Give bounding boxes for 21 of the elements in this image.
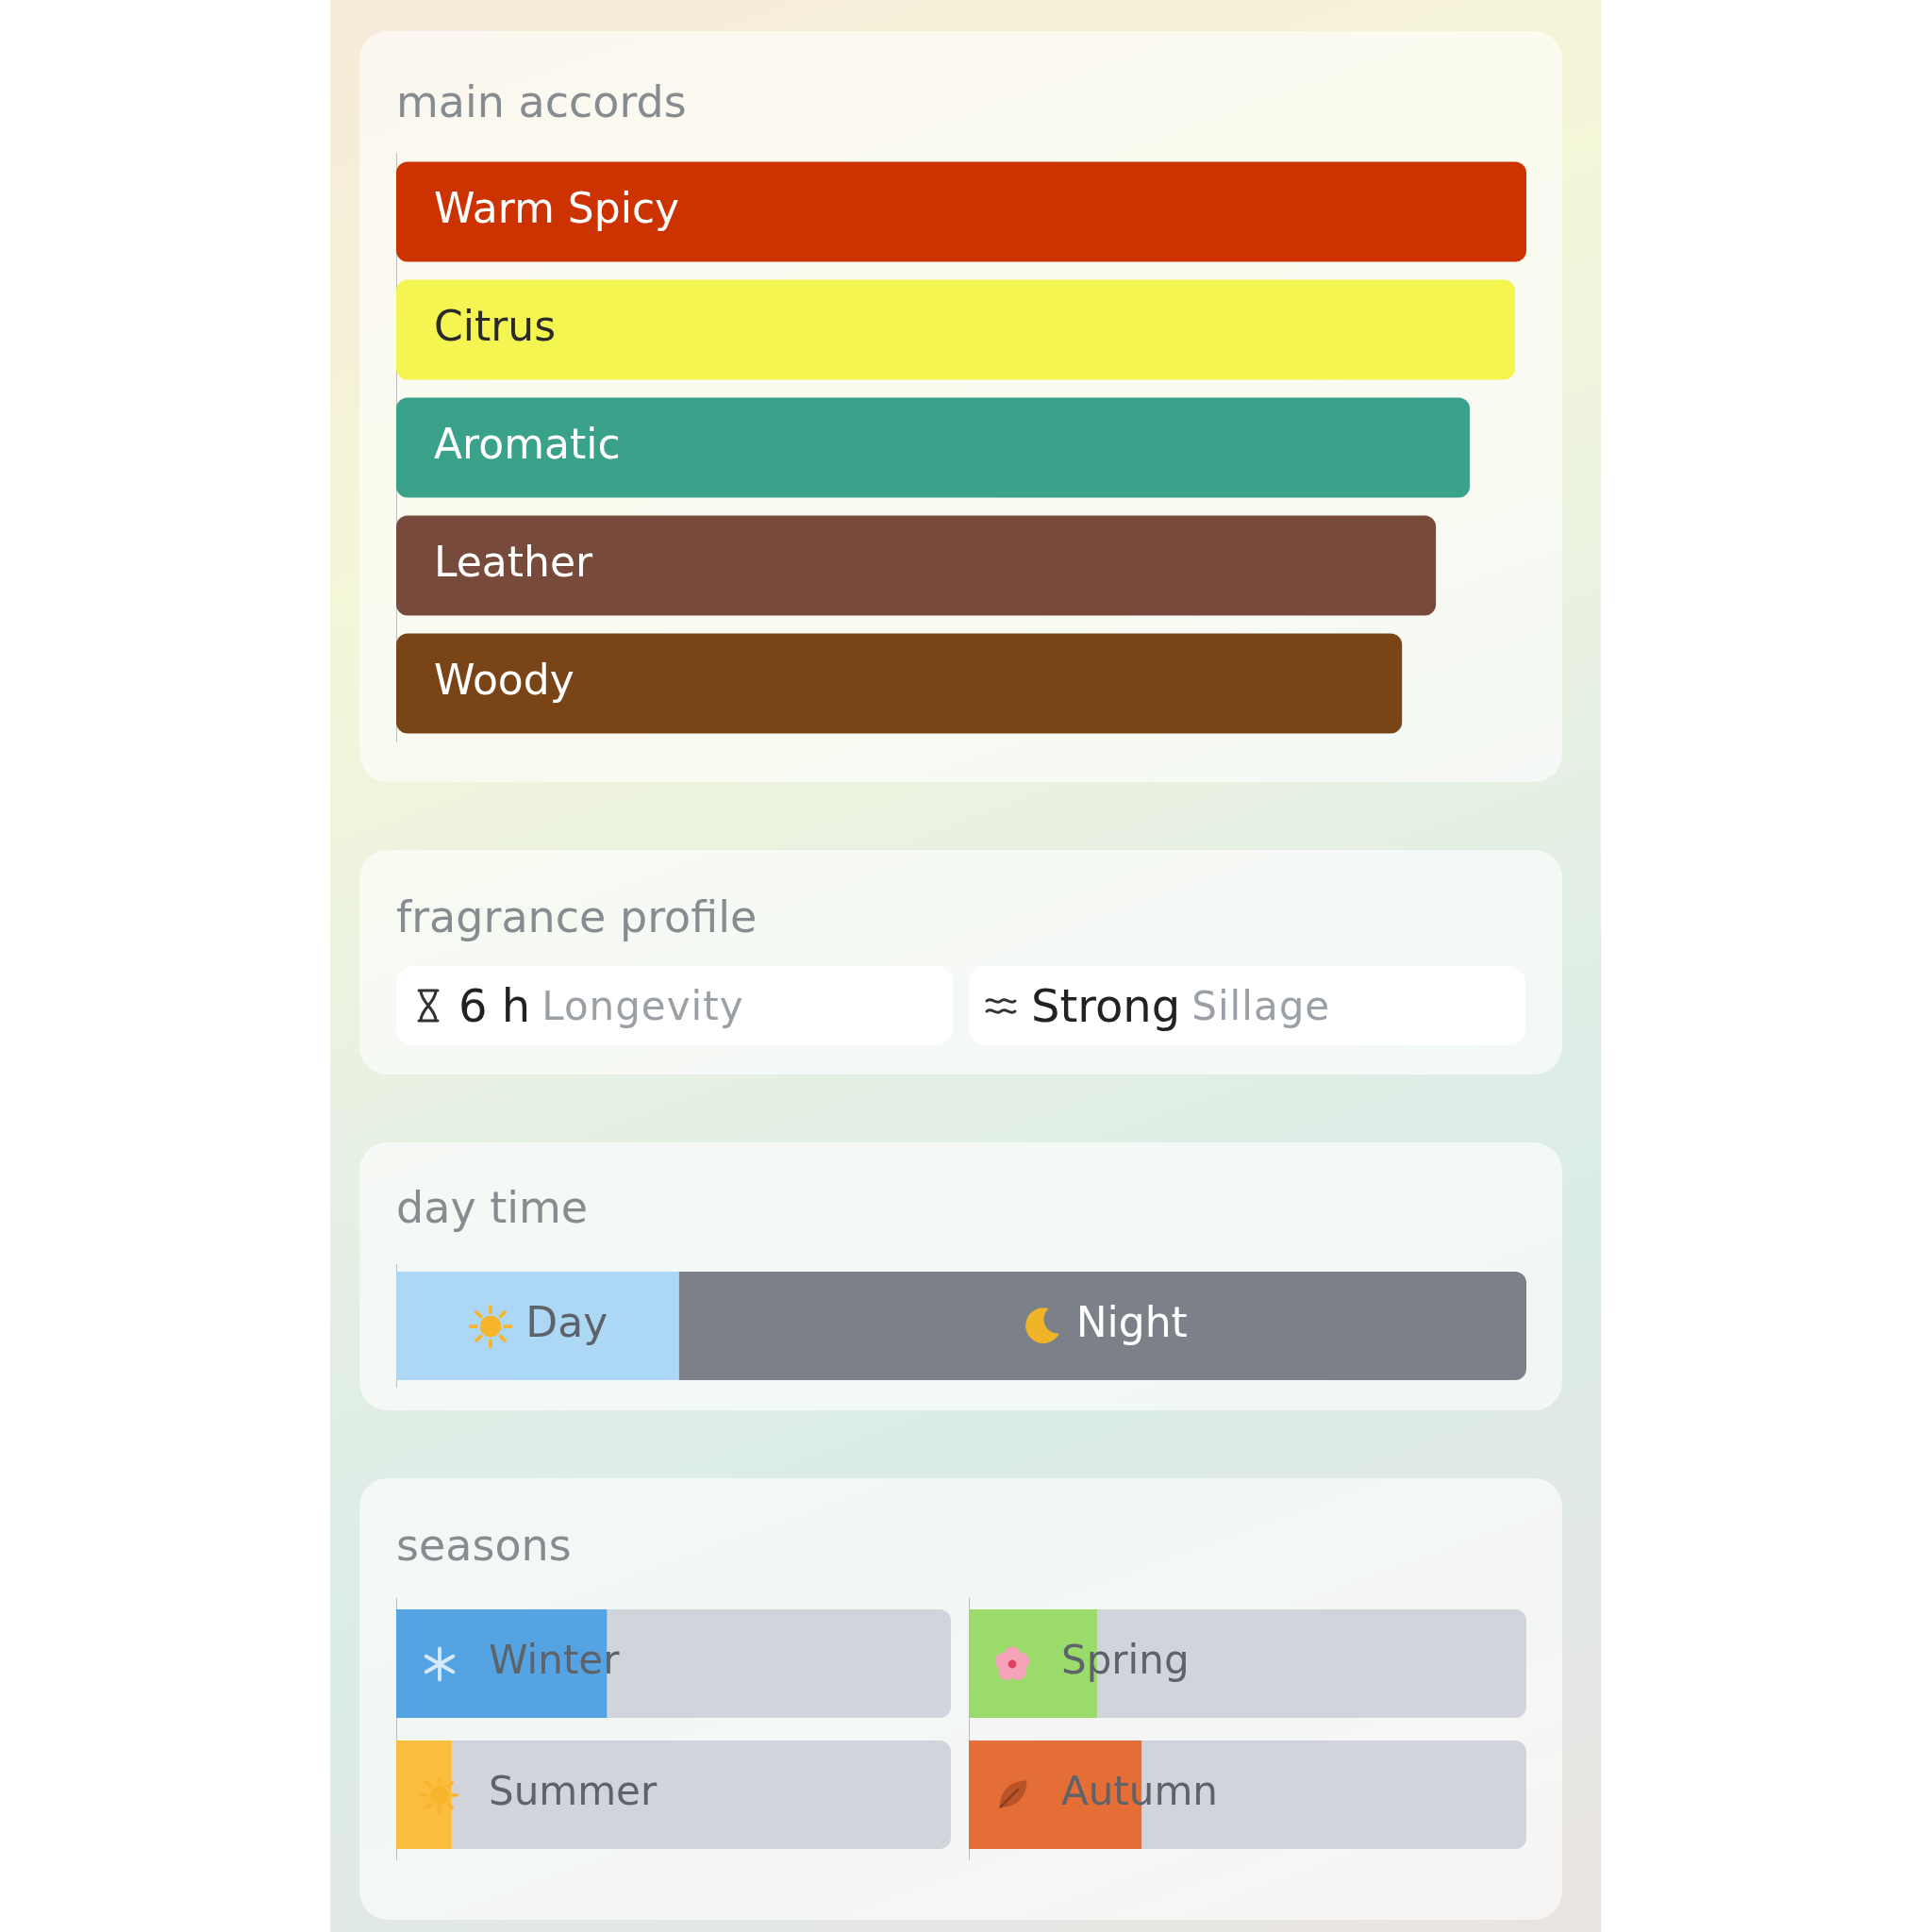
bar	[396, 161, 1526, 262]
y-tick-label: Citrus	[434, 301, 557, 350]
y-tick-label: Woody	[434, 655, 575, 704]
bar	[396, 633, 1403, 734]
text: 6 h	[458, 979, 531, 1032]
text: Strong	[1031, 979, 1181, 1032]
bar	[396, 397, 1471, 498]
text: fragrance profile	[396, 891, 758, 942]
text: Sillage	[1191, 982, 1331, 1029]
y-tick-label: Aromatic	[434, 419, 621, 468]
chart-title: day time	[396, 1182, 589, 1233]
chart-title: seasons	[396, 1520, 572, 1571]
y-tick-label: Summer	[489, 1768, 658, 1815]
chart-title: main accords	[396, 76, 687, 127]
series-label: Night	[1075, 1297, 1188, 1346]
bar	[396, 515, 1437, 616]
text: Longevity	[541, 982, 744, 1029]
y-tick-label: Warm Spicy	[434, 183, 680, 232]
series-label: Day	[525, 1297, 608, 1346]
y-tick-label: Leather	[434, 537, 593, 586]
bar	[396, 279, 1516, 380]
